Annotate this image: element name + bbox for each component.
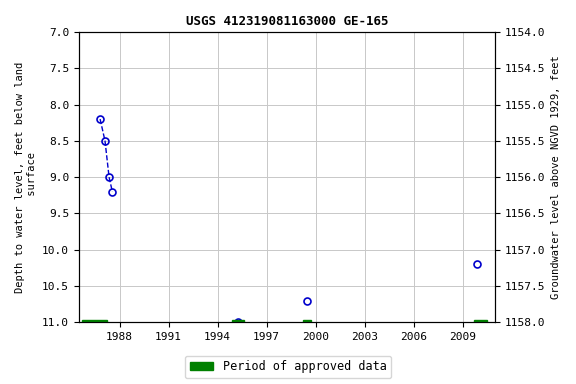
Y-axis label: Depth to water level, feet below land
 surface: Depth to water level, feet below land su… bbox=[15, 61, 37, 293]
Bar bbox=[82, 320, 107, 324]
Bar bbox=[232, 320, 244, 324]
Y-axis label: Groundwater level above NGVD 1929, feet: Groundwater level above NGVD 1929, feet bbox=[551, 55, 561, 299]
Bar bbox=[302, 320, 310, 324]
Legend: Period of approved data: Period of approved data bbox=[185, 356, 391, 378]
Title: USGS 412319081163000 GE-165: USGS 412319081163000 GE-165 bbox=[186, 15, 388, 28]
Bar bbox=[474, 320, 487, 324]
